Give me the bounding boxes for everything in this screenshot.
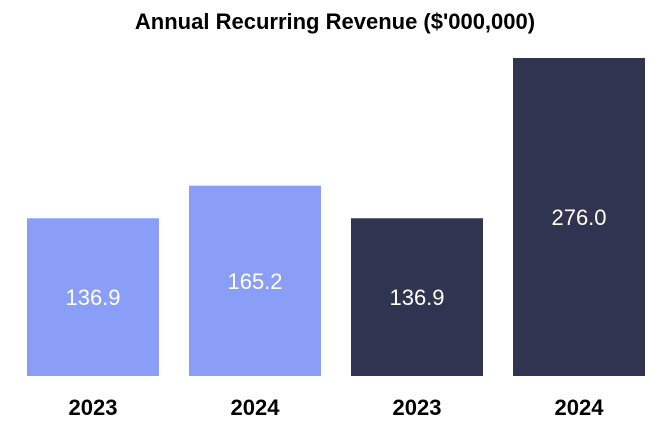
data-label-4: 276.0 [551, 205, 606, 230]
bar-4 [513, 58, 645, 376]
data-labels-group: 136.9 165.2 136.9 276.0 [65, 205, 606, 310]
data-label-3: 136.9 [389, 285, 444, 310]
x-tick-labels-group: 2023 2024 2023 2024 [69, 395, 605, 420]
bars-group [27, 58, 645, 376]
x-tick-label-3: 2023 [393, 395, 442, 420]
x-tick-label-2: 2024 [231, 395, 281, 420]
x-tick-label-1: 2023 [69, 395, 118, 420]
bar-1 [27, 218, 159, 376]
bar-2 [189, 185, 321, 376]
bar-3 [351, 218, 483, 376]
data-label-2: 165.2 [227, 269, 282, 294]
data-label-1: 136.9 [65, 285, 120, 310]
x-tick-label-4: 2024 [555, 395, 605, 420]
chart-title: Annual Recurring Revenue ($'000,000) [135, 9, 535, 34]
